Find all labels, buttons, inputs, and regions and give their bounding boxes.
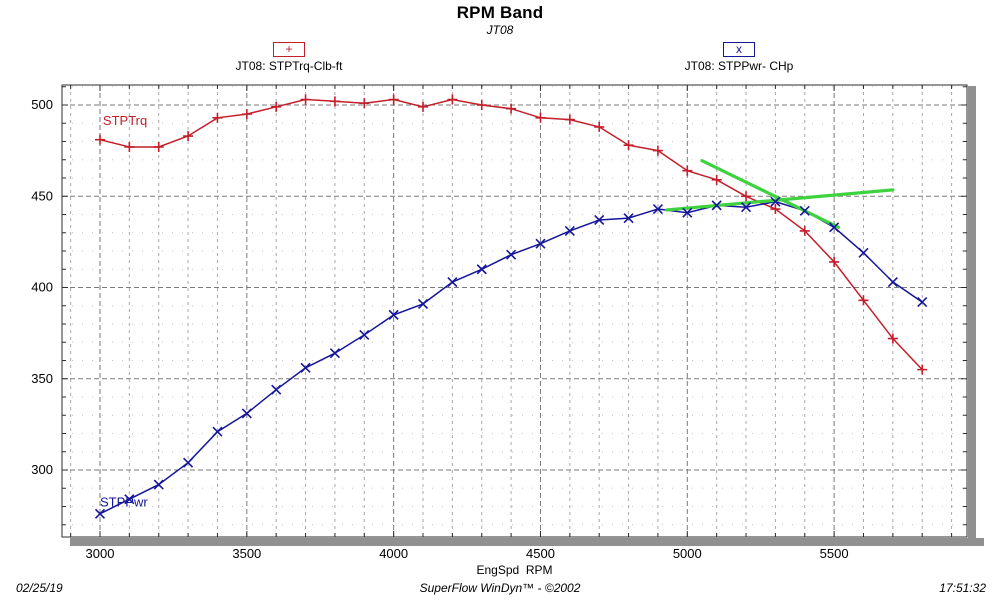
chart-subtitle: JT08 <box>486 23 514 37</box>
footer-date: 02/25/19 <box>16 581 63 595</box>
legend-power-label: JT08: STPPwr- CHp <box>684 59 794 73</box>
power-markers <box>94 196 928 519</box>
plot-shadow-bottom <box>70 538 984 546</box>
y-tick-label: 350 <box>31 371 53 386</box>
legend-torque-marker-box: + <box>273 42 305 57</box>
x-tick-label: 5500 <box>820 546 849 561</box>
band-slope-rising <box>665 188 895 212</box>
y-tick-label: 300 <box>31 462 53 477</box>
x-tick-label: 4000 <box>379 546 408 561</box>
x-tick-label: 3500 <box>232 546 261 561</box>
legend-torque: + JT08: STPTrq-Clb-ft <box>179 42 399 73</box>
plus-marker-icon: + <box>285 42 293 56</box>
legend-power: x JT08: STPPwr- CHp <box>629 42 849 73</box>
torque-markers <box>95 94 928 375</box>
chart-title: RPM Band <box>456 3 544 22</box>
x-tick-label: 4500 <box>526 546 555 561</box>
legend-power-marker-box: x <box>723 42 755 57</box>
x-tick-label: 5000 <box>673 546 702 561</box>
y-tick-label: 500 <box>31 97 53 112</box>
x-tick-label: 3000 <box>86 546 115 561</box>
x-marker-icon: x <box>736 42 742 56</box>
x-axis-label: EngSpd RPM <box>476 563 553 577</box>
torque-curve-label: STPTrq <box>103 113 147 128</box>
plot-border <box>61 84 968 538</box>
y-tick-label: 400 <box>31 280 53 295</box>
power-curve-label: STPPwr <box>100 495 148 510</box>
footer-time: 17:51:32 <box>939 581 986 595</box>
footer-app-credit: SuperFlow WinDyn™ - ©2002 <box>419 581 581 595</box>
plot-shadow-right <box>968 86 976 546</box>
band-slope-falling <box>700 159 841 229</box>
y-tick-label: 450 <box>31 188 53 203</box>
legend-torque-label: JT08: STPTrq-Clb-ft <box>235 59 343 73</box>
